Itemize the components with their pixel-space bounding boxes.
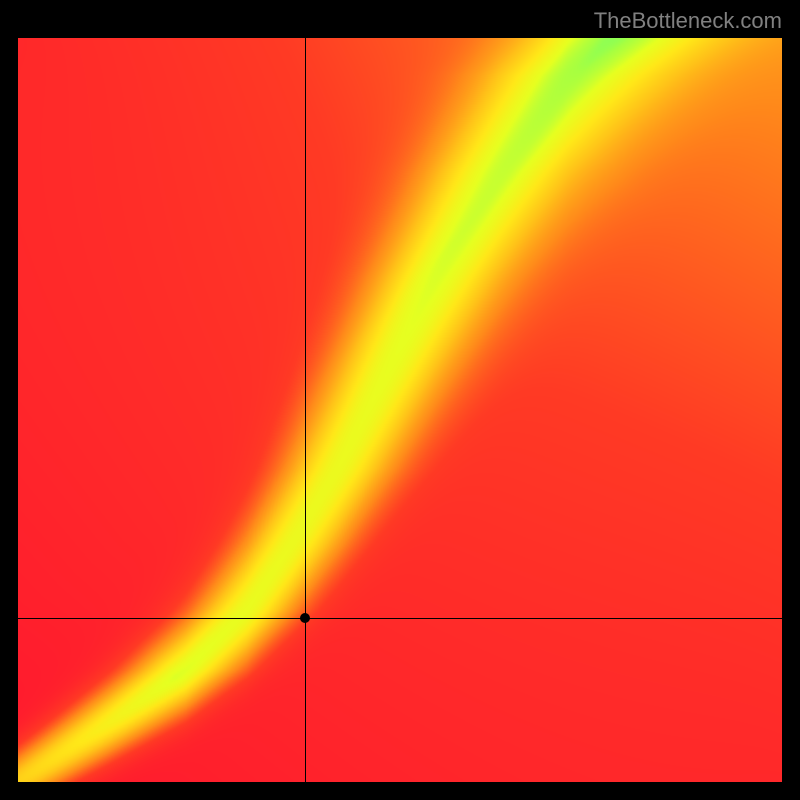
crosshair-marker (300, 613, 310, 623)
heatmap-canvas (18, 38, 782, 782)
plot-area (18, 38, 782, 782)
watermark-text: TheBottleneck.com (594, 8, 782, 34)
chart-container: TheBottleneck.com (0, 0, 800, 800)
crosshair-horizontal (18, 618, 782, 619)
crosshair-vertical (305, 38, 306, 782)
